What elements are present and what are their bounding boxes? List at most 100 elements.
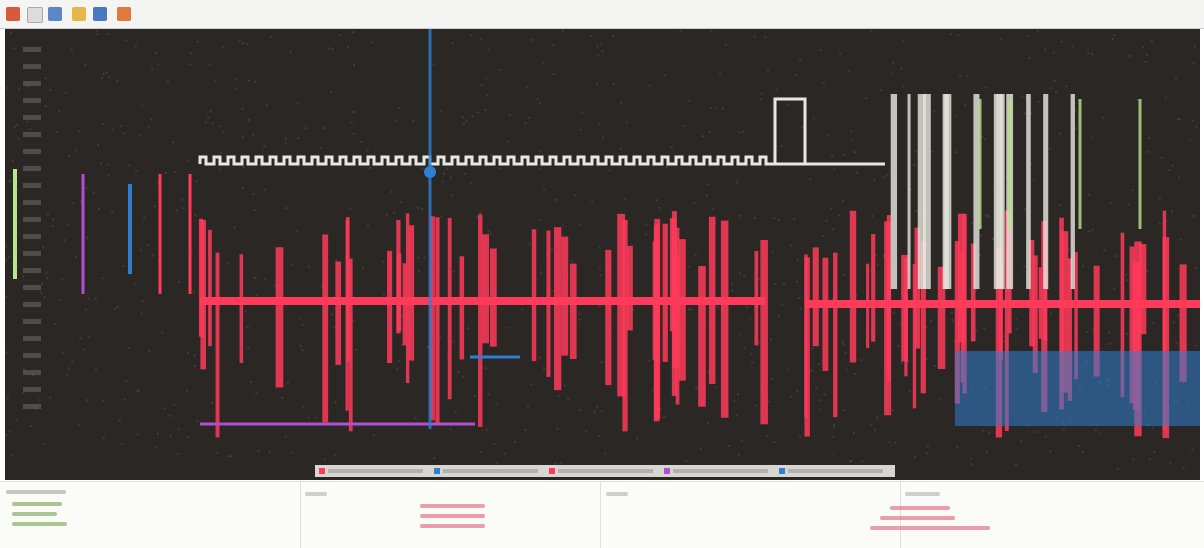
- noise: [790, 244, 792, 246]
- noise: [1059, 204, 1061, 206]
- noise: [1099, 433, 1101, 435]
- noise: [902, 40, 904, 42]
- noise: [776, 89, 778, 91]
- noise: [178, 281, 180, 283]
- channel-label: [23, 132, 41, 137]
- tool-button[interactable]: [48, 7, 62, 21]
- noise: [386, 215, 388, 217]
- noise: [61, 279, 63, 281]
- noise: [1148, 137, 1150, 139]
- channel-label: [23, 115, 41, 120]
- noise: [128, 347, 130, 349]
- noise: [926, 452, 928, 454]
- tool-button[interactable]: [93, 7, 107, 21]
- noise: [13, 47, 15, 49]
- noise: [956, 446, 958, 448]
- noise: [155, 446, 157, 448]
- noise: [470, 34, 472, 36]
- noise: [7, 397, 9, 399]
- noise: [257, 450, 259, 452]
- noise: [479, 213, 481, 215]
- noise: [986, 450, 988, 452]
- noise: [1053, 80, 1055, 82]
- noise: [1112, 38, 1114, 40]
- noise: [137, 433, 139, 435]
- noise: [783, 283, 785, 285]
- noise: [287, 382, 289, 384]
- noise: [169, 415, 171, 417]
- noise: [1015, 464, 1017, 466]
- noise: [851, 139, 853, 141]
- noise: [9, 180, 11, 182]
- noise: [527, 405, 529, 407]
- noise: [843, 409, 845, 411]
- noise: [205, 122, 207, 124]
- noise: [135, 170, 137, 172]
- noise: [157, 63, 159, 65]
- noise: [1125, 274, 1127, 276]
- noise: [45, 272, 47, 274]
- noise: [308, 266, 310, 268]
- tool-button[interactable]: [117, 7, 131, 21]
- noise: [539, 356, 541, 358]
- noise: [42, 247, 44, 249]
- noise: [421, 168, 423, 170]
- noise: [1194, 45, 1196, 47]
- tool-button[interactable]: [6, 7, 20, 21]
- noise: [854, 151, 856, 153]
- noise: [254, 81, 256, 83]
- noise: [1113, 288, 1115, 290]
- channel-label: [23, 98, 41, 103]
- legend-text-placeholder: [788, 469, 883, 473]
- channel-label: [23, 404, 41, 409]
- tool-button[interactable]: [27, 7, 43, 23]
- noise: [915, 150, 917, 152]
- noise: [187, 436, 189, 438]
- noise: [598, 122, 600, 124]
- noise: [892, 409, 894, 411]
- legend-swatch: [434, 468, 440, 474]
- noise: [103, 437, 105, 439]
- noise: [248, 80, 250, 82]
- noise: [1145, 61, 1147, 63]
- noise: [710, 107, 712, 109]
- noise: [181, 199, 183, 201]
- noise: [86, 237, 88, 239]
- noise: [893, 312, 895, 314]
- noise: [382, 261, 384, 263]
- noise: [1146, 270, 1148, 272]
- noise: [790, 396, 792, 398]
- noise: [861, 359, 863, 361]
- noise: [796, 390, 798, 392]
- noise: [1132, 458, 1134, 460]
- noise: [211, 402, 213, 404]
- noise: [985, 87, 987, 89]
- noise: [355, 349, 357, 351]
- noise: [241, 108, 243, 110]
- noise: [1193, 215, 1195, 217]
- noise: [486, 429, 488, 431]
- noise: [165, 172, 167, 174]
- tool-button[interactable]: [72, 7, 86, 21]
- noise: [187, 352, 189, 354]
- noise: [274, 285, 276, 287]
- noise: [688, 266, 690, 268]
- noise: [856, 172, 858, 174]
- noise: [645, 224, 647, 226]
- noise: [985, 215, 987, 217]
- noise: [121, 443, 123, 445]
- noise: [100, 162, 102, 164]
- noise: [599, 268, 601, 270]
- noise: [391, 191, 393, 193]
- noise: [102, 400, 104, 402]
- noise: [554, 463, 556, 465]
- noise: [1095, 429, 1097, 431]
- noise: [887, 174, 889, 176]
- noise: [190, 52, 192, 54]
- noise: [75, 256, 77, 258]
- noise: [770, 338, 772, 340]
- noise: [988, 432, 990, 434]
- noise: [1129, 55, 1131, 57]
- noise: [795, 74, 797, 76]
- noise: [452, 42, 454, 44]
